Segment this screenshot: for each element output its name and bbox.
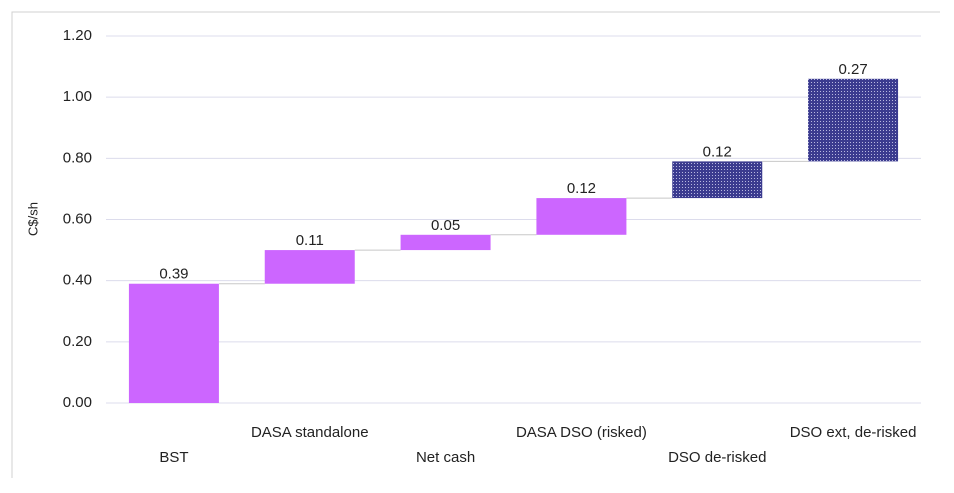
x-tick-label: DASA DSO (risked) xyxy=(516,424,647,441)
data-label: 0.11 xyxy=(296,232,324,249)
bar xyxy=(672,161,763,199)
x-tick-label: BST xyxy=(159,449,188,466)
frame xyxy=(11,11,940,478)
bar xyxy=(400,234,491,251)
data-label: 0.12 xyxy=(703,143,732,160)
x-tick-label: Net cash xyxy=(416,449,475,466)
y-tick-label: 0.80 xyxy=(63,149,92,166)
data-label: 0.12 xyxy=(567,180,596,197)
bar xyxy=(128,283,219,403)
y-tick-label: 1.00 xyxy=(63,88,92,105)
x-tick-label: DSO de-risked xyxy=(668,449,766,466)
x-tick-label: DSO ext, de-risked xyxy=(790,424,917,441)
data-label: 0.27 xyxy=(838,61,867,78)
bar xyxy=(808,78,899,162)
bar xyxy=(264,250,355,284)
data-label: 0.39 xyxy=(159,266,188,283)
y-tick-label: 0.40 xyxy=(63,272,92,289)
y-tick-label: 0.00 xyxy=(63,394,92,411)
y-axis-title: C$/sh xyxy=(25,202,40,236)
y-tick-label: 0.60 xyxy=(63,210,92,227)
y-tick-label: 0.20 xyxy=(63,333,92,350)
bar xyxy=(536,198,627,235)
data-label: 0.05 xyxy=(431,217,460,234)
y-tick-label: 1.20 xyxy=(63,27,92,44)
x-tick-label: DASA standalone xyxy=(251,424,369,441)
